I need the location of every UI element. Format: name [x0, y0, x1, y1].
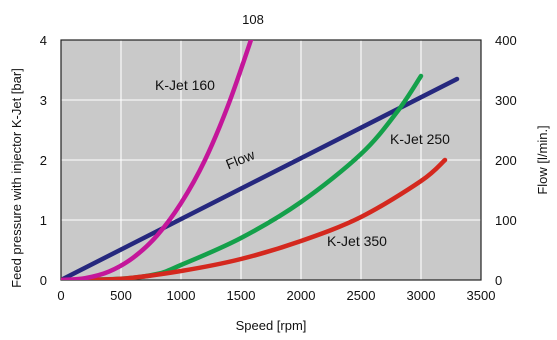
series-label-k-jet-160: K-Jet 160 [155, 77, 215, 93]
x-tick-label: 1000 [167, 288, 196, 303]
y-left-tick-label: 1 [40, 213, 47, 228]
series-label-k-jet-350: K-Jet 350 [327, 233, 387, 249]
series-line-k-jet-160 [61, 40, 254, 280]
tick-labels: 0 500 1000 1500 2000 2500 3000 3500012340100200… [40, 33, 517, 303]
x-tick-label: 2000 [287, 288, 316, 303]
y-left-tick-label: 4 [40, 33, 47, 48]
series-line-flow [61, 76, 460, 280]
top-annotation: 108 [242, 12, 264, 27]
plot-frame [60, 39, 482, 281]
y-right-tick-label: 400 [495, 33, 517, 48]
x-tick-label: 0 [57, 288, 64, 303]
series-label-k-jet-250: K-Jet 250 [390, 131, 450, 147]
y-left-tick-label: 0 [40, 273, 47, 288]
x-tick-label: 1500 [227, 288, 256, 303]
x-tick-label: 500 [110, 288, 132, 303]
series-line-k-jet-350 [61, 157, 448, 280]
x-tick-label: 3500 [467, 288, 496, 303]
series-layer [61, 40, 460, 280]
y-right-tick-label: 300 [495, 93, 517, 108]
y-axis-left-title: Feed pressure with injector K-Jet [bar] [9, 68, 24, 288]
x-tick-label: 2500 [347, 288, 376, 303]
y-right-tick-label: 100 [495, 213, 517, 228]
y-right-tick-label: 0 [495, 273, 502, 288]
x-axis-title: Speed [rpm] [236, 318, 307, 333]
y-axis-right-title: Flow [l/min.] [535, 125, 550, 194]
y-right-tick-label: 200 [495, 153, 517, 168]
y-left-tick-label: 2 [40, 153, 47, 168]
y-left-tick-label: 3 [40, 93, 47, 108]
x-tick-label: 3000 [407, 288, 436, 303]
